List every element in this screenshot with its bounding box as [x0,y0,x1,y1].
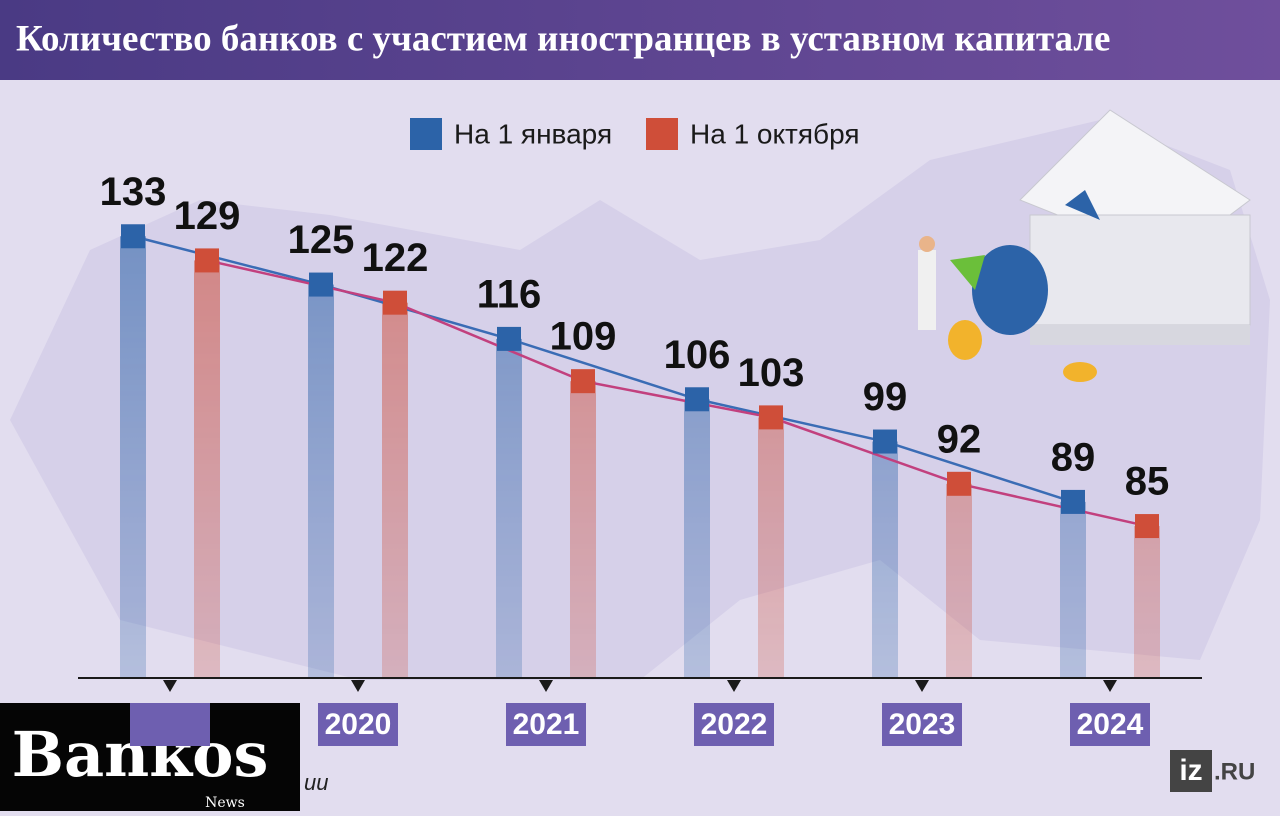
bar [946,483,972,677]
value-label: 109 [550,315,617,359]
bar [120,236,146,677]
iz-domain: .RU [1214,758,1255,785]
point-marker [383,290,407,315]
bar [1060,501,1086,677]
value-label: 133 [100,170,167,214]
value-label: 85 [1125,460,1170,504]
legend-swatch [410,118,442,150]
x-tick-label: 2023 [889,708,956,741]
year-box [130,703,210,746]
value-label: 122 [362,236,429,280]
point-marker [873,429,897,454]
legend-label: На 1 января [454,118,612,149]
value-label: 99 [863,375,908,419]
value-label: 129 [174,194,241,238]
value-label: 103 [738,351,805,395]
source: ии [304,770,328,795]
bar [758,417,784,677]
year-box [318,703,398,746]
bar [308,284,334,677]
point-marker [759,405,783,430]
chart-title: Количество банков с участием иностранцев… [16,18,1110,59]
axis-tick [1103,680,1117,692]
bar [496,338,522,677]
x-tick-label: 2022 [701,708,768,741]
axis-tick [351,680,365,692]
point-marker [309,272,333,297]
point-marker [947,471,971,496]
bar [872,441,898,677]
axis-tick [727,680,741,692]
axis-tick [163,680,177,692]
year-box [694,703,774,746]
year-box [1070,703,1150,746]
bar [194,260,220,677]
bank-illustration [918,109,1251,382]
value-label: 106 [664,333,731,377]
point-marker [195,248,219,273]
value-label: 92 [937,417,982,461]
year-box [506,703,586,746]
point-marker [571,369,595,394]
value-label: 89 [1051,435,1096,479]
point-marker [121,224,145,249]
point-marker [1061,489,1085,514]
title-bar [0,0,1280,80]
trend-line [132,235,1074,504]
axis-tick [539,680,553,692]
point-marker [685,387,709,412]
year-box [882,703,962,746]
x-tick-label: 2021 [513,708,580,741]
bar [570,381,596,677]
point-marker [1135,514,1159,539]
bankos-sub: News [205,795,245,811]
iz-logo [1170,750,1212,792]
point-marker [497,326,521,351]
bar [1134,526,1160,677]
value-label: 125 [288,218,355,262]
iz-text: iz [1179,754,1202,787]
x-tick-label: 2020 [325,708,392,741]
x-tick-label: 2024 [1077,708,1144,741]
bar [684,399,710,677]
value-label: 116 [477,272,542,316]
bar [382,302,408,677]
legend-label: На 1 октября [690,118,860,149]
axis-tick [915,680,929,692]
trend-line [206,259,1148,528]
legend-swatch [646,118,678,150]
